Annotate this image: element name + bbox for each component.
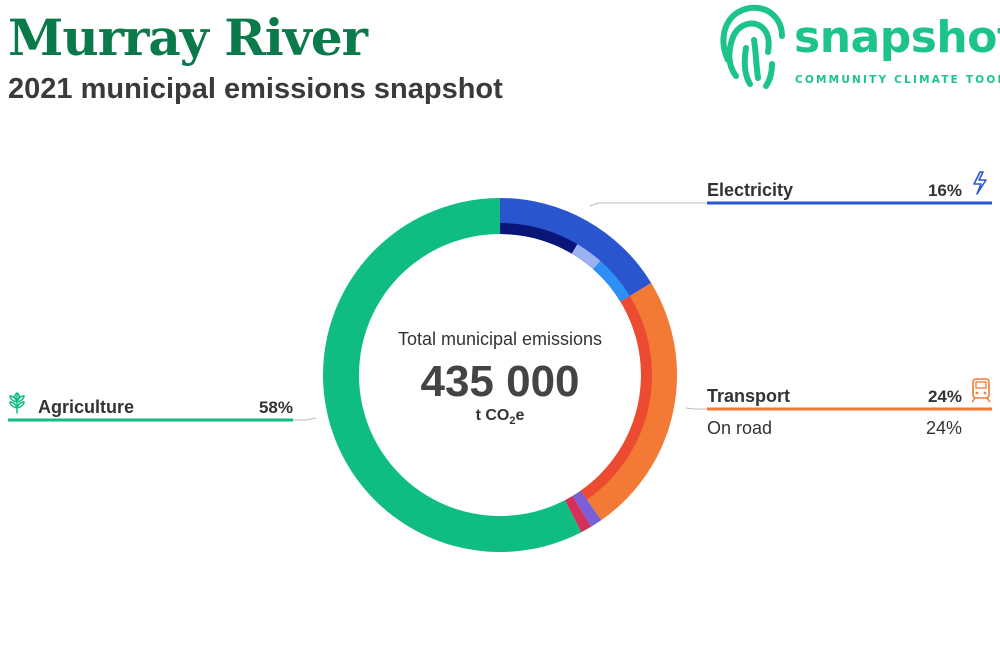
unit-suffix: e [516, 407, 525, 424]
lightning-icon [973, 171, 987, 195]
center-unit: t CO2e [476, 407, 525, 427]
logo-wordmark: snapshot [794, 12, 1000, 63]
electricity-label: Electricity [707, 180, 793, 200]
center-label: Total municipal emissions [398, 329, 602, 349]
outer-segment-agriculture [322, 198, 582, 552]
on-road-percent: 24% [926, 418, 962, 438]
transport-percent: 24% [928, 387, 962, 406]
electricity-percent: 16% [928, 181, 962, 200]
outer-segment-industrial-processes [564, 495, 592, 533]
transport-label: Transport [707, 386, 790, 406]
agriculture-percent: 58% [259, 398, 293, 417]
center-total-value: 435 000 [420, 357, 579, 406]
unit-prefix: t CO [476, 407, 510, 424]
outer-segment-transport [580, 282, 677, 521]
page-subtitle: 2021 municipal emissions snapshot [8, 73, 503, 105]
inner-segment-electricity-industrial [593, 260, 630, 302]
transport-leader-line [685, 407, 707, 410]
agriculture-leader-line [293, 417, 317, 421]
unit-subscript: 2 [509, 415, 515, 427]
outer-segment-waste [572, 490, 602, 527]
inner-segment-electricity-residential [500, 223, 578, 254]
logo-tagline: COMMUNITY CLIMATE TOOL [795, 74, 1000, 86]
on-road-label: On road [707, 418, 772, 438]
train-icon [971, 378, 991, 403]
page-title: Murray River [8, 8, 368, 67]
inner-segment-transport-on-road [580, 295, 652, 500]
inner-ring [500, 223, 652, 500]
wheat-icon [9, 392, 25, 414]
agriculture-label: Agriculture [38, 397, 134, 417]
electricity-leader-line [589, 202, 707, 207]
inner-segment-electricity-commercial [571, 244, 601, 270]
snapshot-logo: snapshot COMMUNITY CLIMATE TOOL [714, 0, 1000, 90]
fingerprint-icon [720, 4, 785, 89]
